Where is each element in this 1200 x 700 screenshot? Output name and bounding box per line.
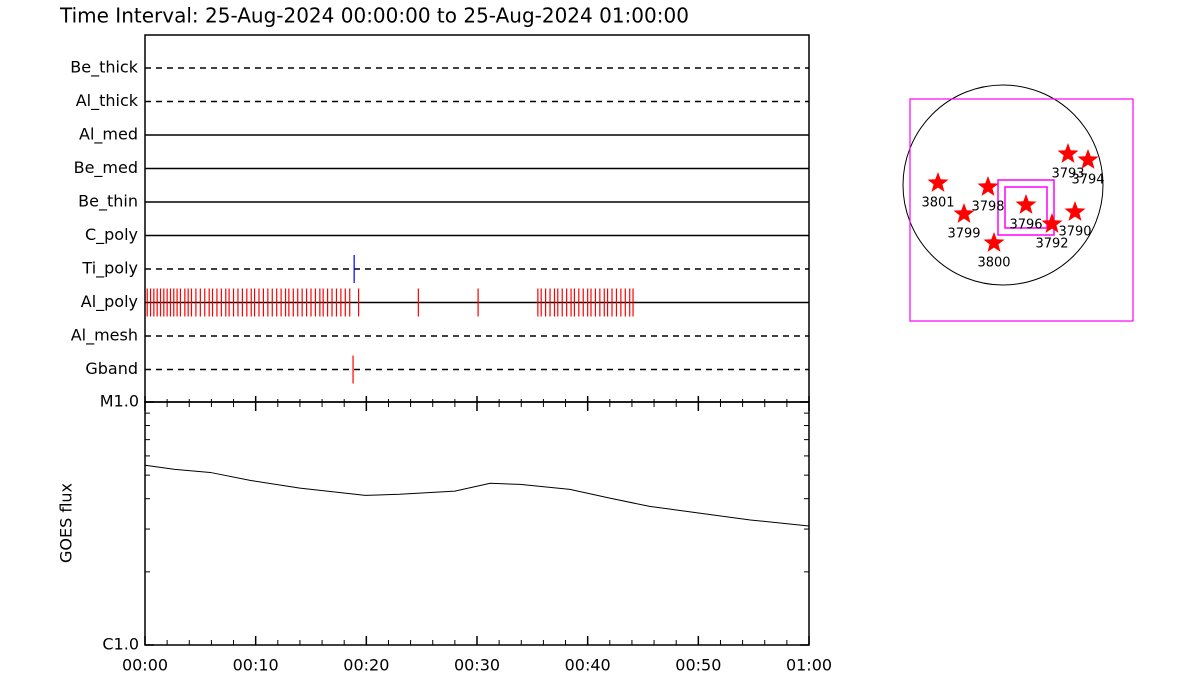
fov-box: [1004, 186, 1048, 229]
y-axis-label: GOES flux: [57, 483, 76, 563]
filter-label: Be_med: [74, 158, 138, 178]
filter-label: Al_mesh: [71, 326, 138, 346]
active-region-label: 3799: [947, 227, 980, 242]
goes-curve: [144, 464, 810, 527]
x-tick-label: 00:30: [454, 656, 500, 675]
active-region-label: 3800: [977, 256, 1010, 271]
y-tick-label: M1.0: [100, 392, 139, 411]
timeline-frame: [144, 34, 810, 403]
filter-label: Be_thick: [70, 58, 138, 78]
x-tick-label: 01:00: [786, 656, 832, 675]
active-region-star: [1041, 213, 1063, 233]
active-region-star: [983, 232, 1005, 252]
active-region-label: 3793: [1051, 167, 1084, 182]
filter-label: C_poly: [85, 225, 138, 245]
active-region-label: 3798: [971, 200, 1004, 215]
active-region-label: 3790: [1058, 225, 1091, 240]
y-tick-label: C1.0: [102, 635, 139, 654]
x-tick-label: 00:50: [675, 656, 721, 675]
filter-label: Al_med: [79, 125, 138, 145]
active-region-star: [1057, 143, 1079, 163]
filter-label: Al_thick: [76, 91, 139, 111]
active-region-label: 3794: [1071, 173, 1104, 188]
x-tick-label: 00:10: [233, 656, 279, 675]
solar-disk: [902, 84, 1104, 286]
x-tick-label: 00:40: [565, 656, 611, 675]
goes-frame: [144, 401, 810, 646]
fov-box: [997, 179, 1055, 236]
filter-label: Be_thin: [78, 192, 138, 212]
active-region-star: [977, 176, 999, 196]
x-tick-label: 00:00: [122, 656, 168, 675]
active-region-star: [953, 203, 975, 223]
active-region-label: 3792: [1035, 237, 1068, 252]
active-region-star: [1064, 201, 1086, 221]
active-region-label: 3801: [921, 196, 954, 211]
filter-label: Gband: [85, 359, 138, 378]
x-tick-label: 00:20: [343, 656, 389, 675]
chart-title: Time Interval: 25-Aug-2024 00:00:00 to 2…: [59, 4, 689, 28]
filter-label: Al_poly: [81, 292, 138, 312]
active-region-star: [927, 172, 949, 192]
active-region-star: [1015, 194, 1037, 214]
fov-box: [909, 98, 1134, 322]
active-region-star: [1077, 149, 1099, 169]
filter-label: Ti_poly: [81, 259, 138, 279]
active-region-label: 3796: [1009, 218, 1042, 233]
